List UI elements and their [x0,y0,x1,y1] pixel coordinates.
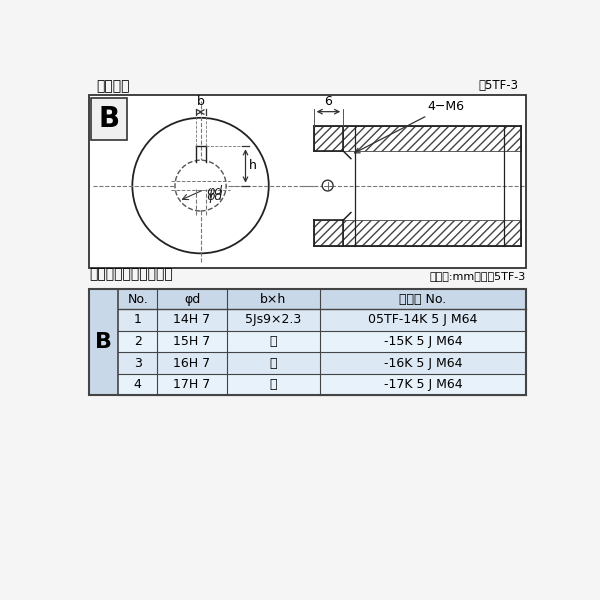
Text: 14H 7: 14H 7 [173,313,211,326]
Circle shape [175,160,226,211]
Text: 5Js9×2.3: 5Js9×2.3 [245,313,302,326]
Text: φd: φd [184,293,200,305]
Text: -15K 5 J M64: -15K 5 J M64 [383,335,462,348]
Text: 17H 7: 17H 7 [173,378,211,391]
Text: φd: φd [207,185,223,198]
Bar [118,374,526,395]
Text: 2: 2 [134,335,142,348]
Text: 囵5TF-3: 囵5TF-3 [478,79,518,92]
Bar [314,220,343,245]
Text: 3: 3 [134,356,142,370]
Bar [118,352,526,374]
Circle shape [322,180,333,191]
Text: 1: 1 [134,313,142,326]
Text: No.: No. [127,293,148,305]
Text: 〃: 〃 [269,378,277,391]
Bar [343,220,521,245]
Text: h: h [250,160,257,172]
Bar [118,331,526,352]
Text: 〃: 〃 [269,356,277,370]
Text: -16K 5 J M64: -16K 5 J M64 [384,356,462,370]
Text: 16H 7: 16H 7 [173,356,211,370]
Bar [118,309,526,331]
Text: 15H 7: 15H 7 [173,335,211,348]
Bar [91,98,127,140]
Bar [118,289,526,309]
Text: コード No.: コード No. [400,293,446,305]
Bar [89,95,526,268]
Circle shape [133,118,269,253]
Bar [343,125,521,151]
Text: 軸穴形状: 軸穴形状 [97,79,130,93]
Text: （単位:mm）　表5TF-3: （単位:mm） 表5TF-3 [430,271,526,281]
Text: b: b [197,95,205,108]
Bar [89,289,118,395]
Text: φd: φd [207,190,223,203]
Text: 4−M6: 4−M6 [355,100,464,153]
Bar [314,125,343,151]
Text: B: B [98,105,119,133]
Text: B: B [95,332,112,352]
Text: b×h: b×h [260,293,287,305]
Text: 6: 6 [325,95,332,108]
Bar [89,289,526,395]
Text: 〃: 〃 [269,335,277,348]
Text: -17K 5 J M64: -17K 5 J M64 [383,378,462,391]
Text: 4: 4 [134,378,142,391]
Text: 軸穴形状コード一覧表: 軸穴形状コード一覧表 [89,268,173,281]
Text: 05TF-14K 5 J M64: 05TF-14K 5 J M64 [368,313,478,326]
